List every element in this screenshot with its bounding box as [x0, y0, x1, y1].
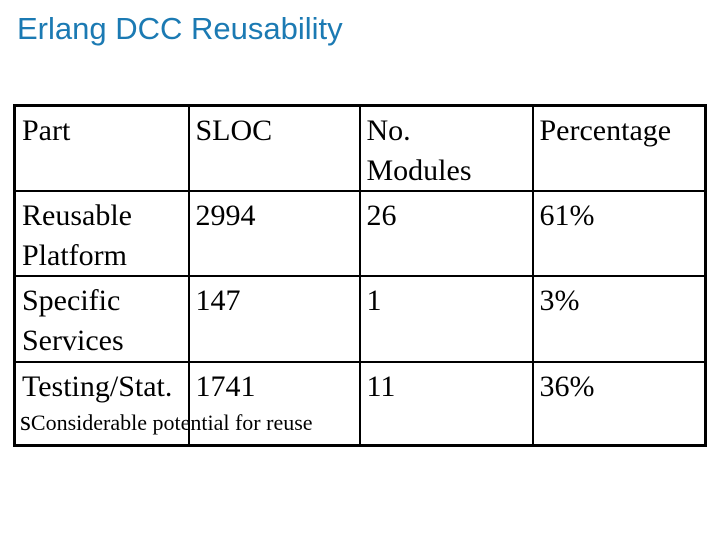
cell-percentage: 3%: [531, 275, 707, 363]
cell-sloc: 1741: [187, 360, 361, 447]
column-header-sloc: SLOC: [187, 104, 361, 193]
column-header-part: Part: [13, 104, 190, 193]
cell-part: Specific Services: [13, 275, 190, 363]
cell-part: Reusable Platform: [13, 190, 190, 278]
table-row-reusable-platform: Reusable Platform 2994 26 61%: [13, 190, 707, 278]
cell-sloc: 147: [187, 275, 361, 363]
cell-percentage: 36%: [531, 360, 707, 447]
cell-modules: 1: [358, 275, 534, 363]
table-header-row: Part SLOC No. Modules Percentage: [13, 104, 707, 193]
column-header-percentage: Percentage: [531, 104, 707, 193]
cell-sloc: 2994: [187, 190, 361, 278]
cell-modules: 11: [358, 360, 534, 447]
cell-percentage: 61%: [531, 190, 707, 278]
reusability-table: Part SLOC No. Modules Percentage Reusabl…: [13, 104, 707, 448]
cell-modules: 26: [358, 190, 534, 278]
slide-title: Erlang DCC Reusability: [17, 11, 343, 46]
table-row-testing-stat: Testing/Stat. 1741 11 36%: [13, 360, 707, 447]
cell-part: Testing/Stat.: [13, 360, 190, 447]
table-row-specific-services: Specific Services 147 1 3%: [13, 275, 707, 363]
column-header-no-modules: No. Modules: [358, 104, 534, 193]
